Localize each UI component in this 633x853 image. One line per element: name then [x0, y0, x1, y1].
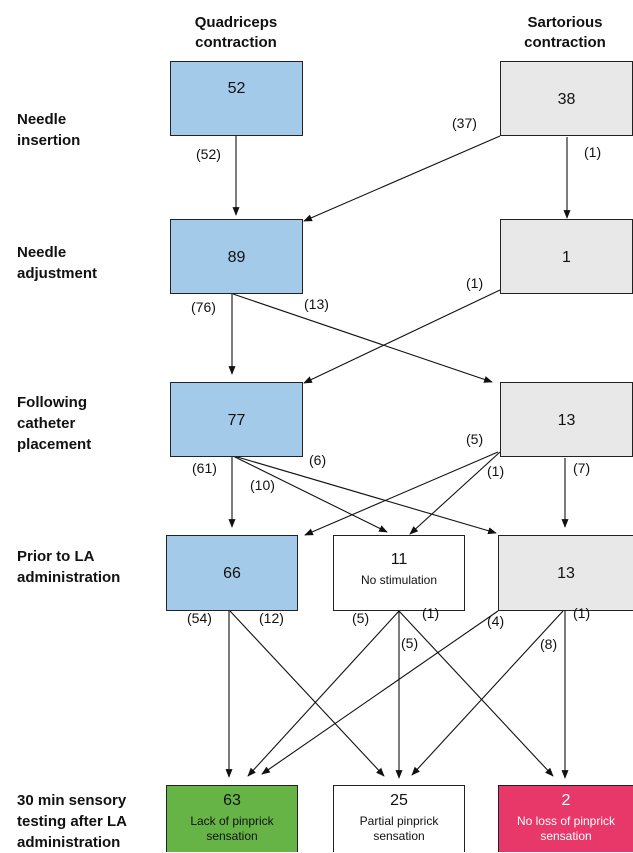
- count-label: (5): [466, 431, 484, 447]
- box-catheter-quadriceps: 77: [170, 382, 303, 457]
- arrow-catheter-sart-to-prior-nostim: [409, 451, 501, 535]
- header-line: Quadriceps: [194, 14, 278, 31]
- arrow-adjustment-quad-to-catheter-sart: [232, 293, 493, 383]
- box-label-line: No loss of pinprick: [516, 814, 616, 828]
- count-label: (37): [452, 115, 477, 131]
- box-value: 63: [223, 792, 241, 809]
- box-value: 77: [227, 412, 246, 429]
- box-value: 25: [390, 792, 408, 809]
- row-label-line: Following: [17, 394, 87, 411]
- box-value: 66: [223, 565, 241, 582]
- arrow-prior-sart-to-result-lack: [261, 610, 499, 775]
- row-label-line: Needle: [17, 111, 67, 128]
- arrow-insertion-sart-to-adjustment-quad: [303, 135, 501, 222]
- box-value: 1: [562, 249, 571, 266]
- box-label-line: sensation: [206, 829, 258, 843]
- count-label: (4): [487, 613, 505, 629]
- box-value: 38: [557, 91, 576, 108]
- row-label-line: Needle: [17, 244, 67, 261]
- count-label: (54): [187, 610, 212, 626]
- count-label: (1): [422, 605, 440, 621]
- row-label-line: insertion: [17, 132, 81, 149]
- count-label: (61): [192, 460, 217, 476]
- header-line: contraction: [195, 34, 277, 51]
- box-prior-sartorious: 13: [498, 535, 633, 611]
- box-value: 52: [227, 80, 246, 97]
- box-label: No stimulation: [360, 573, 438, 587]
- box-label-line: sensation: [540, 829, 592, 843]
- box-adjustment-sartorious: 1: [500, 219, 633, 294]
- count-label: (52): [196, 146, 221, 162]
- box-result-no-loss-of-pinprick: 2 No loss of pinprick sensation: [498, 785, 633, 852]
- box-result-lack-of-pinprick: 63 Lack of pinprick sensation: [166, 785, 298, 852]
- row-label-line: testing after LA: [17, 813, 128, 830]
- box-value: 13: [557, 565, 575, 582]
- box-label-line: Partial pinprick: [359, 814, 439, 828]
- box-value: 11: [390, 551, 408, 568]
- count-label: (10): [250, 477, 275, 493]
- row-label-sensory-testing: 30 min sensory testing after LA administ…: [17, 790, 127, 853]
- box-result-partial-pinprick: 25 Partial pinprick sensation: [333, 785, 465, 852]
- row-label-line: administration: [17, 569, 121, 586]
- header-line: Sartorious: [527, 14, 603, 31]
- count-label: (76): [191, 299, 216, 315]
- box-catheter-sartorious: 13: [500, 382, 633, 457]
- column-header-sartorious: Sartorious contraction: [497, 13, 633, 53]
- count-label: (13): [304, 296, 329, 312]
- row-label-line: catheter: [17, 415, 76, 432]
- count-label: (7): [573, 460, 591, 476]
- row-label-prior-to-la: Prior to LA administration: [17, 546, 120, 588]
- arrow-adjustment-sart-to-catheter-quad: [303, 289, 501, 384]
- box-value: 89: [227, 249, 246, 266]
- row-label-needle-insertion: Needle insertion: [17, 109, 80, 151]
- arrow-prior-quad-to-result-partial: [229, 610, 385, 777]
- arrow-catheter-quad-to-prior-sart: [233, 455, 497, 535]
- box-adjustment-quadriceps: 89: [170, 219, 303, 294]
- row-label-line: administration: [17, 834, 121, 851]
- count-label: (1): [573, 605, 591, 621]
- box-insertion-quadriceps: 52: [170, 61, 303, 136]
- box-value: 2: [561, 792, 571, 809]
- count-label: (8): [540, 636, 558, 652]
- arrow-prior-nostim-to-result-noloss: [398, 610, 554, 777]
- row-label-line: 30 min sensory: [17, 792, 127, 809]
- count-label: (6): [309, 452, 327, 468]
- count-label: (12): [259, 610, 284, 626]
- row-label-line: adjustment: [17, 265, 98, 282]
- box-value: 13: [557, 412, 576, 429]
- arrow-prior-nostim-to-result-lack: [247, 610, 400, 777]
- row-label-needle-adjustment: Needle adjustment: [17, 242, 97, 284]
- arrow-catheter-quad-to-prior-nostim: [232, 455, 388, 533]
- box-label-line: sensation: [373, 829, 425, 843]
- row-label-catheter-placement: Following catheter placement: [17, 392, 91, 455]
- header-line: contraction: [524, 34, 606, 51]
- count-label: (1): [466, 275, 484, 291]
- box-prior-no-stimulation: 11 No stimulation: [333, 535, 465, 611]
- column-header-quadriceps: Quadriceps contraction: [170, 13, 302, 53]
- count-label: (1): [584, 144, 602, 160]
- count-label: (1): [487, 463, 505, 479]
- box-label-line: Lack of pinprick: [190, 814, 274, 828]
- box-insertion-sartorious: 38: [500, 61, 633, 136]
- box-prior-quadriceps: 66: [166, 535, 298, 611]
- row-label-line: Prior to LA: [17, 548, 95, 565]
- row-label-line: placement: [17, 436, 92, 453]
- arrow-prior-sart-to-result-partial: [411, 610, 564, 776]
- count-label: (5): [401, 635, 419, 651]
- arrow-catheter-sart-to-prior-quad: [304, 451, 499, 536]
- count-label: (5): [352, 610, 370, 626]
